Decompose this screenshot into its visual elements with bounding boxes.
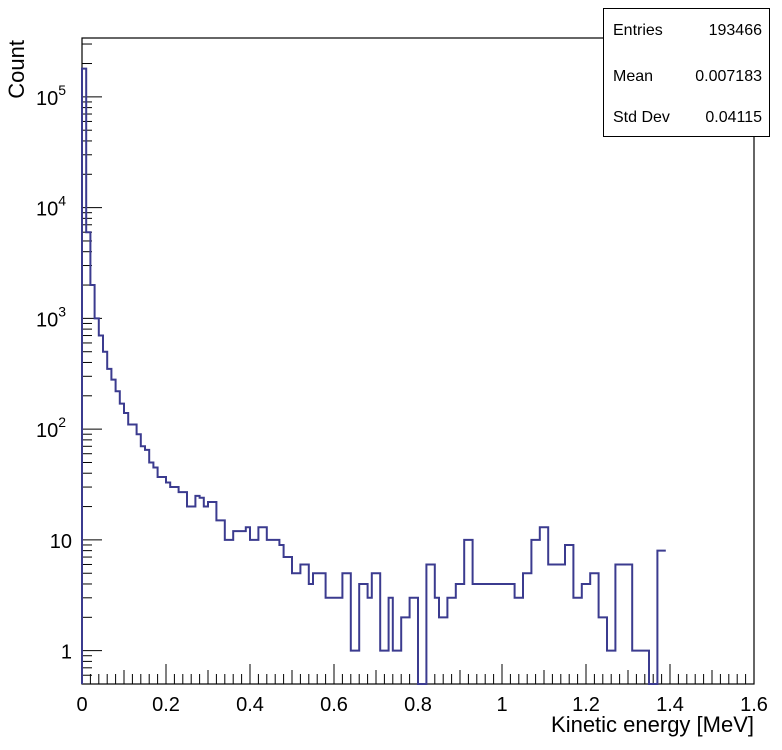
y-axis-label: Count: [4, 40, 29, 99]
stats-label: Std Dev: [613, 109, 670, 126]
stats-box: Entries 193466 Mean 0.007183 Std Dev 0.0…: [603, 8, 770, 137]
x-tick-label: 0.2: [152, 694, 180, 716]
x-tick-label: 1.6: [740, 694, 768, 716]
x-tick-label: 1: [496, 694, 507, 716]
stats-value: 193466: [708, 22, 762, 39]
x-tick-label: 1.2: [572, 694, 600, 716]
y-tick-label: 1: [61, 642, 72, 664]
x-tick-label: 0.6: [320, 694, 348, 716]
y-axis-ticks: [82, 43, 102, 685]
y-tick-label: 103: [36, 303, 66, 331]
x-axis-label: Kinetic energy [MeV]: [551, 712, 754, 737]
y-tick-label: 105: [36, 82, 66, 110]
y-tick-label: 104: [36, 193, 66, 221]
stats-row-mean: Mean 0.007183: [604, 68, 769, 92]
y-tick-label: 102: [36, 414, 66, 442]
stats-row-std-dev: Std Dev 0.04115: [604, 109, 769, 133]
x-tick-label: 0.4: [236, 694, 264, 716]
y-tick-label: 10: [50, 531, 72, 553]
histogram-series: [81, 67, 666, 685]
x-tick-label: 0: [76, 694, 87, 716]
stats-label: Mean: [613, 68, 654, 85]
stats-value: 0.007183: [695, 68, 762, 85]
x-tick-label: 1.4: [656, 694, 684, 716]
x-tick-label: 0.8: [404, 694, 432, 716]
x-axis-tick-labels: 0 0.2 0.4 0.6 0.8 1 1.2 1.4 1.6: [76, 694, 767, 716]
stats-row-entries: Entries 193466: [604, 22, 769, 46]
stats-label: Entries: [613, 22, 663, 39]
x-axis-ticks: [81, 664, 755, 684]
stats-value: 0.04115: [705, 109, 762, 126]
y-axis-tick-labels: 1 10 102 103 104 105: [36, 82, 72, 664]
